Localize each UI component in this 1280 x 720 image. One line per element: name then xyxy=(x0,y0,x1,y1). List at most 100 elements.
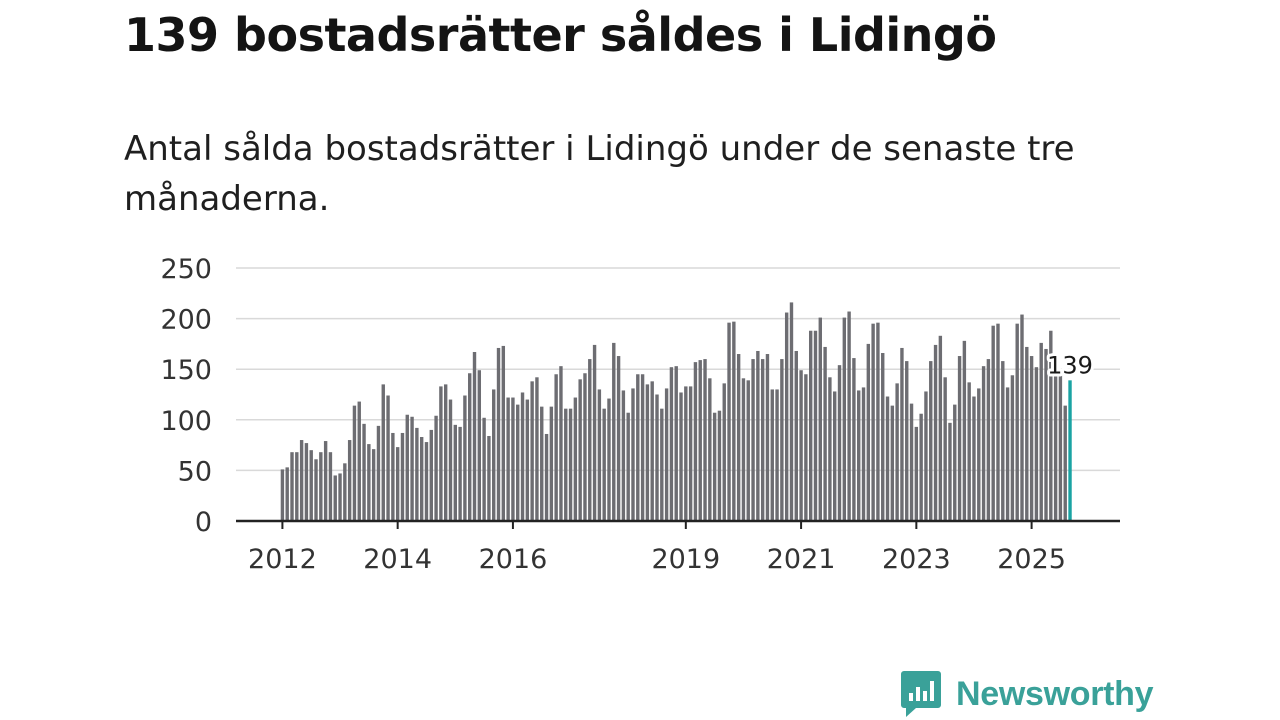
chart-title: 139 bostadsrätter såldes i Lidingö xyxy=(124,8,997,62)
bar xyxy=(616,356,621,521)
bar xyxy=(890,405,895,521)
bar xyxy=(684,386,688,521)
bar xyxy=(967,382,971,521)
bar xyxy=(784,312,789,521)
latest-value-label: 139 xyxy=(1047,351,1093,379)
bar xyxy=(506,397,510,521)
bar xyxy=(549,406,554,521)
bar xyxy=(655,394,659,521)
bar xyxy=(559,366,563,521)
bar xyxy=(943,377,947,521)
bar xyxy=(775,389,779,521)
bar xyxy=(905,361,909,521)
bar xyxy=(876,322,880,521)
bar xyxy=(765,354,770,521)
bar xyxy=(1029,356,1034,521)
bar xyxy=(924,391,928,521)
bar xyxy=(578,379,582,521)
bar xyxy=(415,427,419,521)
bar xyxy=(900,347,904,521)
bar xyxy=(381,384,385,521)
bar xyxy=(535,377,539,521)
bar xyxy=(439,386,443,521)
bar xyxy=(679,392,683,521)
bar xyxy=(818,317,822,521)
bar xyxy=(847,311,851,521)
newsworthy-chart-icon xyxy=(901,671,941,717)
x-tick-label: 2016 xyxy=(479,544,548,575)
bar xyxy=(789,302,794,521)
bar xyxy=(1020,314,1024,521)
bar xyxy=(492,389,496,521)
bar xyxy=(453,424,457,521)
bar xyxy=(746,380,750,521)
bar xyxy=(482,417,486,521)
bar xyxy=(328,452,333,521)
x-axis-ticks: 2012 2014 2016 2019 2021 2023 2025 xyxy=(248,521,1066,575)
bar xyxy=(674,366,678,521)
bar xyxy=(477,370,482,521)
bar xyxy=(386,395,390,521)
bar xyxy=(612,342,616,521)
bar xyxy=(367,444,371,521)
bar xyxy=(285,467,289,521)
bar xyxy=(669,367,674,521)
y-tick-label: 200 xyxy=(160,305,212,336)
bar xyxy=(352,405,357,521)
bar xyxy=(568,408,573,521)
bar xyxy=(588,359,592,521)
bar xyxy=(828,377,832,521)
bar xyxy=(799,370,803,521)
bar xyxy=(996,323,1000,521)
bar xyxy=(957,356,962,521)
bar xyxy=(357,401,361,521)
x-tick-label: 2023 xyxy=(882,544,951,575)
bar xyxy=(410,416,414,521)
bar xyxy=(727,322,731,521)
bar xyxy=(463,395,467,521)
bar xyxy=(693,362,698,521)
x-tick-label: 2014 xyxy=(363,544,432,575)
bar xyxy=(804,374,808,521)
bar xyxy=(487,435,491,521)
bar xyxy=(1010,375,1015,521)
bar xyxy=(530,381,534,521)
bar xyxy=(636,374,640,521)
bar-series xyxy=(280,302,1072,521)
bar xyxy=(972,396,976,521)
bar xyxy=(424,442,429,521)
bar xyxy=(472,352,477,521)
bar xyxy=(751,359,755,521)
bar xyxy=(885,396,890,521)
bar xyxy=(295,452,299,521)
bar xyxy=(343,463,347,521)
bar xyxy=(592,344,597,521)
bar xyxy=(520,392,525,521)
bar xyxy=(429,429,433,521)
bar xyxy=(511,397,515,521)
bar xyxy=(938,335,943,521)
bar-latest xyxy=(1068,380,1072,521)
y-tick-label: 50 xyxy=(178,456,212,487)
bar xyxy=(1058,373,1063,521)
bar xyxy=(1039,342,1043,521)
bar xyxy=(770,389,774,521)
bar xyxy=(602,408,606,521)
y-tick-label: 0 xyxy=(195,507,212,538)
y-tick-label: 100 xyxy=(160,406,212,437)
bar xyxy=(852,358,856,521)
bar xyxy=(458,426,462,521)
bar xyxy=(664,388,669,521)
x-tick-label: 2019 xyxy=(651,544,720,575)
bar xyxy=(722,383,726,521)
x-tick-label: 2012 xyxy=(248,544,317,575)
bar xyxy=(909,403,914,521)
bar xyxy=(813,330,818,521)
bar xyxy=(501,345,506,521)
y-tick-label: 150 xyxy=(160,355,212,386)
bar xyxy=(607,398,611,521)
bar xyxy=(866,343,871,521)
bar xyxy=(362,423,366,521)
bar xyxy=(857,390,861,521)
bar xyxy=(881,353,885,521)
